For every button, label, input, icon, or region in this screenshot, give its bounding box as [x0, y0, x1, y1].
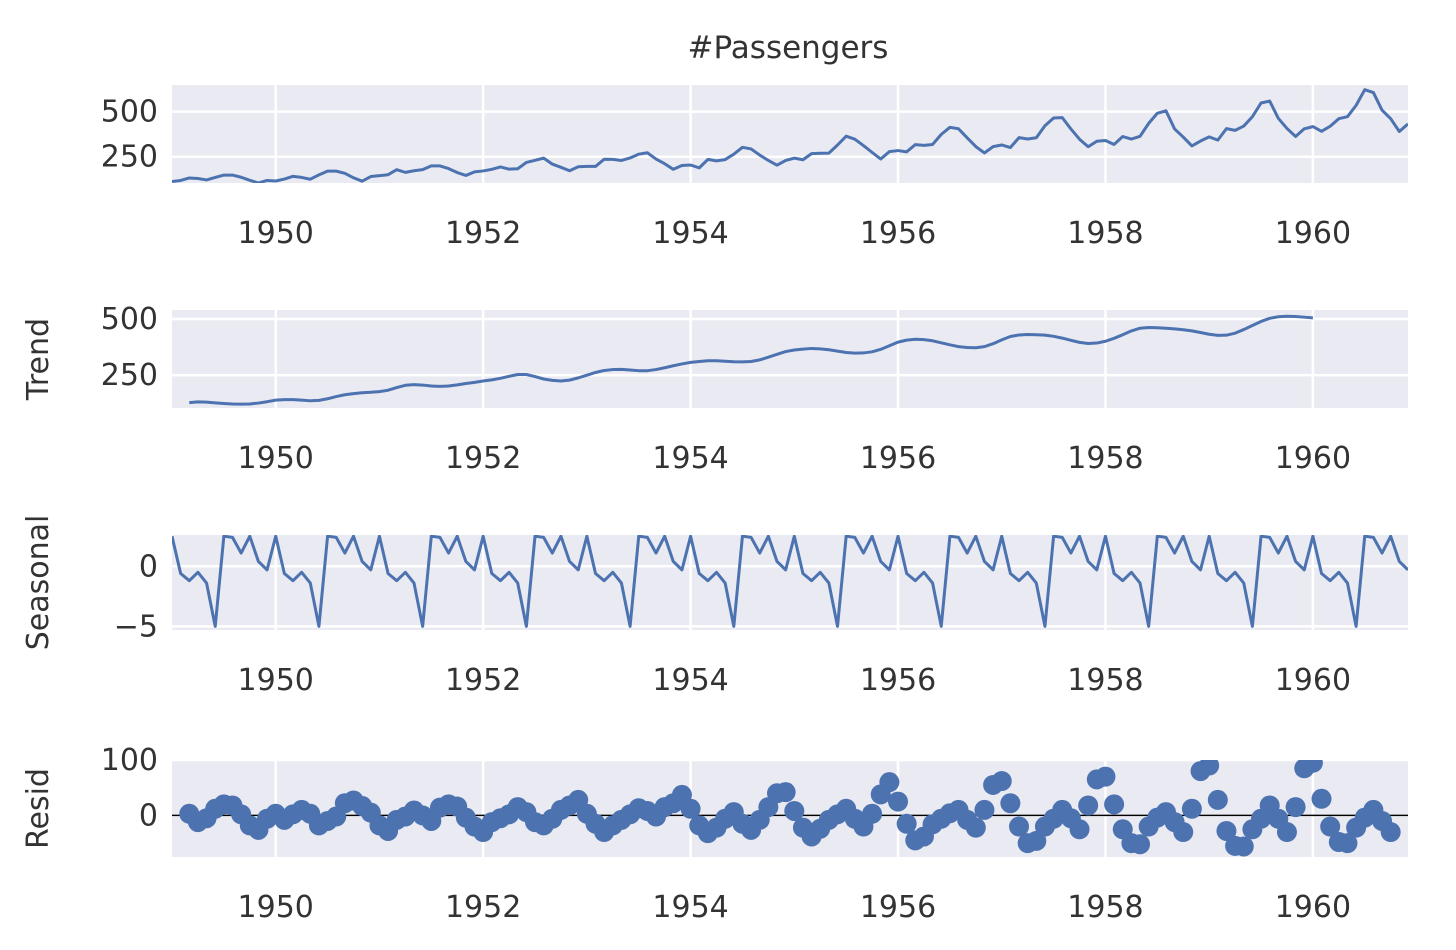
resid-panel: 1950 1952 1954 1956 1958 1960 0 100 Resid: [21, 743, 1408, 925]
resid-point: [680, 798, 701, 819]
trend-y-axis-label: Trend: [21, 318, 56, 401]
seasonal-x-tick-label: 1958: [1067, 663, 1143, 698]
observed-series-line: [172, 88, 1408, 183]
resid-x-tick-label: 1952: [445, 890, 521, 925]
trend-y-tick-label: 250: [101, 358, 158, 393]
observed-panel: 1950 1952 1954 1956 1958 1960 250 500: [101, 85, 1408, 251]
resid-point: [991, 771, 1012, 792]
resid-point: [1009, 816, 1030, 837]
resid-point: [1181, 798, 1202, 819]
resid-point: [1233, 836, 1254, 857]
resid-y-tick-label: 100: [101, 743, 158, 778]
resid-point: [1302, 760, 1323, 773]
resid-point: [1216, 820, 1237, 841]
observed-plot-area: [172, 85, 1408, 183]
trend-x-tick-label: 1952: [445, 441, 521, 476]
resid-point: [1078, 795, 1099, 816]
resid-point: [1337, 833, 1358, 854]
observed-x-tick-label: 1950: [238, 216, 314, 251]
seasonal-y-tick-label: 0: [139, 549, 158, 584]
observed-y-tick-label: 250: [101, 140, 158, 175]
resid-point: [879, 772, 900, 793]
resid-point: [1320, 816, 1341, 837]
resid-x-tick-label: 1958: [1067, 890, 1143, 925]
resid-point: [1095, 766, 1116, 787]
observed-x-tick-label: 1958: [1067, 216, 1143, 251]
figure-title: #Passengers: [688, 30, 889, 66]
resid-point: [1000, 793, 1021, 814]
resid-x-tick-label: 1956: [860, 890, 936, 925]
resid-point: [1026, 830, 1047, 851]
seasonal-y-tick-label: −5: [114, 609, 158, 644]
seasonal-x-tick-label: 1954: [652, 663, 728, 698]
resid-point: [775, 782, 796, 803]
resid-point: [1199, 760, 1220, 776]
resid-point: [1285, 797, 1306, 818]
resid-x-tick-label: 1954: [652, 890, 728, 925]
trend-x-tick-label: 1950: [238, 441, 314, 476]
resid-point: [1104, 794, 1125, 815]
seasonal-panel: 1950 1952 1954 1956 1958 1960 −5 0 Seasonal: [21, 515, 1408, 698]
resid-point: [888, 791, 909, 812]
resid-x-tick-label: 1950: [238, 890, 314, 925]
observed-x-tick-label: 1960: [1275, 216, 1351, 251]
seasonal-x-tick-label: 1956: [860, 663, 936, 698]
seasonal-series-line: [172, 535, 1408, 628]
trend-y-tick-label: 500: [101, 302, 158, 337]
resid-point: [1069, 819, 1090, 840]
resid-point: [1173, 822, 1194, 843]
observed-x-tick-label: 1952: [445, 216, 521, 251]
resid-point: [1276, 822, 1297, 843]
resid-y-axis-label: Resid: [21, 768, 56, 849]
resid-point: [974, 799, 995, 820]
seasonal-x-tick-label: 1960: [1275, 663, 1351, 698]
resid-point: [965, 817, 986, 838]
resid-point: [1311, 788, 1332, 809]
resid-y-tick-label: 0: [139, 798, 158, 833]
trend-series-line: [189, 314, 1314, 406]
seasonal-x-tick-label: 1950: [238, 663, 314, 698]
resid-point: [862, 803, 883, 824]
observed-y-tick-label: 500: [101, 95, 158, 130]
trend-x-tick-label: 1956: [860, 441, 936, 476]
observed-x-tick-label: 1956: [860, 216, 936, 251]
resid-point: [896, 813, 917, 834]
resid-point: [1130, 834, 1151, 855]
resid-x-tick-label: 1960: [1275, 890, 1351, 925]
trend-panel: 1950 1952 1954 1956 1958 1960 250 500 Trend: [21, 302, 1408, 476]
trend-x-tick-label: 1958: [1067, 441, 1143, 476]
resid-point: [1380, 822, 1401, 843]
resid-point: [784, 800, 805, 821]
seasonal-x-tick-label: 1952: [445, 663, 521, 698]
resid-point: [1207, 789, 1228, 810]
trend-x-tick-label: 1960: [1275, 441, 1351, 476]
seasonal-y-axis-label: Seasonal: [21, 515, 56, 651]
observed-x-tick-label: 1954: [652, 216, 728, 251]
trend-x-tick-label: 1954: [652, 441, 728, 476]
